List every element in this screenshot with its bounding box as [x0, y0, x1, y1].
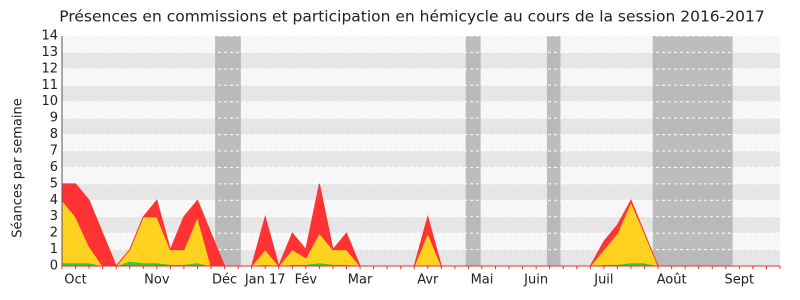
y-axis-label: Séances par semaine: [11, 98, 26, 237]
y-tick-label: 5: [50, 176, 58, 191]
y-tick-label: 11: [41, 78, 58, 93]
x-tick-label: Avr: [417, 273, 439, 288]
grid-band: [62, 216, 780, 234]
grid-band: [62, 68, 780, 86]
grid-band: [62, 85, 780, 102]
x-tick-label: Déc: [212, 273, 237, 288]
shaded-period: [546, 36, 561, 266]
y-tick-label: 14: [41, 29, 58, 44]
x-tick-label: Jan 17: [244, 273, 286, 288]
y-tick-label: 9: [50, 111, 58, 126]
grid-band: [62, 36, 780, 53]
y-tick-label: 3: [50, 209, 58, 224]
grid-band: [62, 183, 780, 201]
x-tick-label: Mai: [471, 273, 494, 288]
y-tick-label: 2: [50, 226, 58, 241]
grid-band: [62, 52, 780, 69]
x-tick-label: Juil: [593, 273, 613, 288]
x-tick-label: Août: [657, 273, 687, 288]
x-tick-label: Nov: [144, 273, 170, 288]
x-tick-label: Oct: [64, 273, 86, 288]
grid-band: [62, 134, 780, 151]
x-tick-label: Mar: [348, 273, 373, 288]
y-tick-label: 0: [50, 259, 58, 274]
x-tick-label: Sept: [725, 273, 755, 288]
grid-band: [62, 118, 780, 135]
x-tick-label: Fév: [295, 273, 318, 288]
y-tick-label: 7: [50, 144, 58, 159]
y-tick-label: 13: [41, 45, 58, 60]
y-tick-label: 4: [50, 193, 58, 208]
grid-band: [62, 151, 780, 168]
grid-band: [62, 167, 780, 184]
shaded-period: [465, 36, 481, 266]
x-tick-label: Juin: [523, 273, 548, 288]
chart-title: Présences en commissions et participatio…: [59, 8, 764, 26]
y-tick-label: 6: [50, 160, 58, 175]
grid-band: [62, 200, 780, 217]
y-tick-label: 10: [41, 94, 58, 109]
grid-band: [62, 101, 780, 119]
y-tick-label: 8: [50, 127, 58, 142]
y-tick-label: 12: [41, 61, 58, 76]
y-tick-label: 1: [50, 242, 58, 257]
